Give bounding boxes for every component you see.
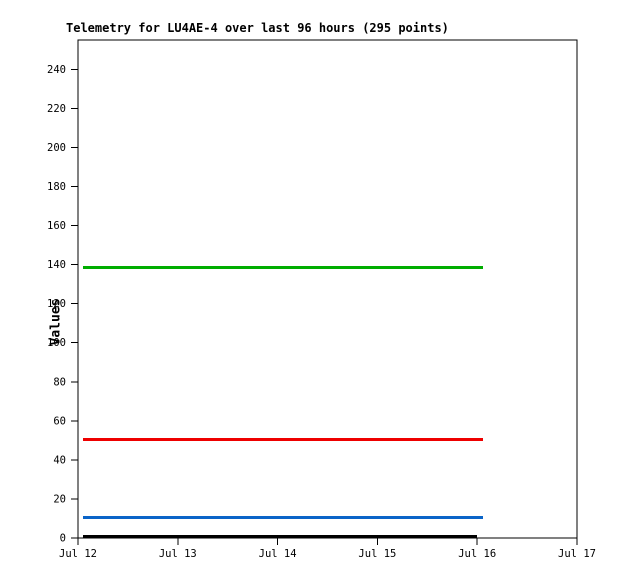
y-tick-label: 0 [60, 533, 66, 545]
chart-title: Telemetry for LU4AE-4 over last 96 hours… [66, 21, 449, 35]
y-tick-label: 100 [47, 337, 66, 349]
x-tick-label: Jul 13 [159, 548, 197, 560]
y-tick-label: 20 [53, 493, 66, 505]
plot-border [77, 39, 578, 539]
x-tick-label: Jul 17 [558, 548, 596, 560]
y-tick-label: 40 [53, 454, 66, 466]
x-tick-label: Jul 14 [259, 548, 297, 560]
y-tick-label: 200 [47, 142, 66, 154]
y-tick-label: 240 [47, 64, 66, 76]
x-tick-label: Jul 16 [458, 548, 496, 560]
y-tick-label: 140 [47, 259, 66, 271]
y-tick-label: 120 [47, 298, 66, 310]
y-tick-label: 180 [47, 181, 66, 193]
y-tick-label: 60 [53, 415, 66, 427]
y-tick-label: 80 [53, 376, 66, 388]
x-tick-label: Jul 15 [358, 548, 396, 560]
y-tick-label: 220 [47, 103, 66, 115]
x-tick-label: Jul 12 [59, 548, 97, 560]
y-tick-label: 160 [47, 220, 66, 232]
